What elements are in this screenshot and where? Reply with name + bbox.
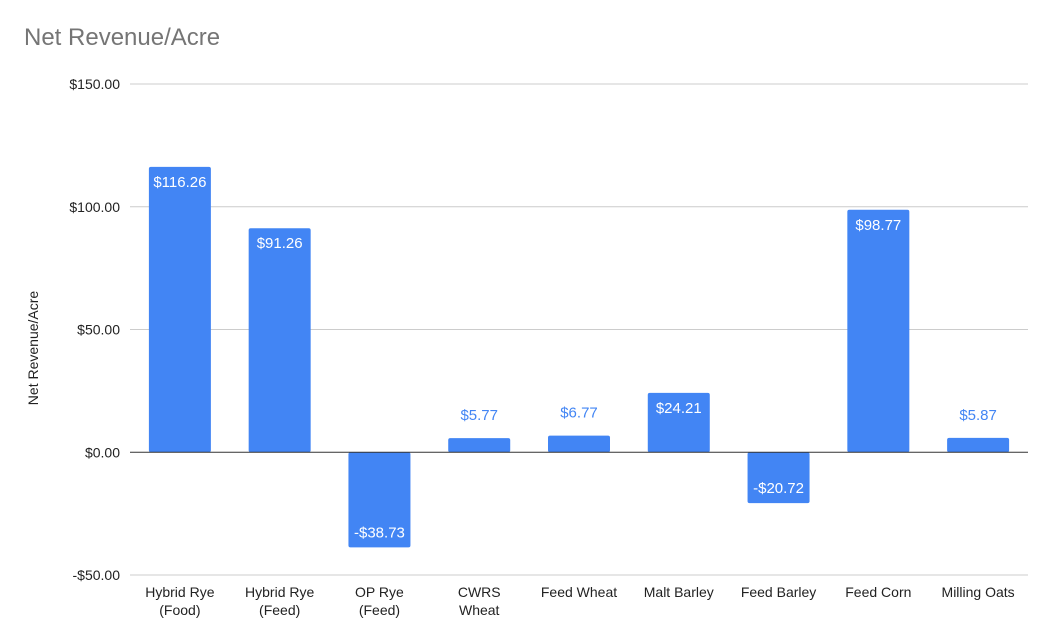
bar xyxy=(348,452,411,548)
x-tick-label: OP Rye (Feed) xyxy=(355,584,404,618)
x-axis-categories: Hybrid Rye (Food) Hybrid Rye (Feed) OP Rye (F… xyxy=(145,584,1014,618)
data-label: -$20.72 xyxy=(753,480,804,497)
bar xyxy=(947,437,1010,453)
y-tick-label: $100.00 xyxy=(69,199,120,215)
bar xyxy=(747,452,810,504)
data-labels: $116.26 $91.26 -$38.73 $5.77 $6.77 $24.21 -$20… xyxy=(153,174,997,542)
bar xyxy=(647,392,710,453)
data-label: -$38.73 xyxy=(354,524,405,541)
data-label: $91.26 xyxy=(257,235,303,252)
x-tick-label: Hybrid Rye (Feed) xyxy=(245,584,314,618)
bar xyxy=(548,435,610,453)
bar xyxy=(248,228,311,453)
data-label: $5.87 xyxy=(959,407,997,424)
x-tick-label: Milling Oats xyxy=(942,584,1015,600)
bar xyxy=(148,166,211,453)
x-tick-label: Feed Corn xyxy=(845,584,911,600)
y-tick-label: $150.00 xyxy=(69,76,120,92)
x-tick-label: CWRS Wheat xyxy=(458,584,501,618)
data-label: $98.77 xyxy=(855,217,901,234)
x-tick-label: Feed Barley xyxy=(741,584,816,600)
y-tick-label: -$50.00 xyxy=(73,567,121,583)
y-tick-label: $50.00 xyxy=(77,322,120,338)
bar xyxy=(847,209,910,453)
x-tick-label: Feed Wheat xyxy=(541,584,617,600)
bar xyxy=(448,438,511,453)
chart-title: Net Revenue/Acre xyxy=(24,24,221,51)
x-tick-label: Malt Barley xyxy=(644,584,714,600)
data-label: $6.77 xyxy=(560,405,598,422)
data-label: $116.26 xyxy=(153,174,206,191)
data-label: $5.77 xyxy=(460,407,498,424)
y-tick-label: $0.00 xyxy=(85,444,120,460)
y-axis-label: Net Revenue/Acre xyxy=(25,291,41,406)
data-label: $24.21 xyxy=(656,400,702,417)
bars xyxy=(148,166,1010,548)
x-tick-label: Hybrid Rye (Food) xyxy=(145,584,214,618)
y-axis-ticks: $150.00 $100.00 $50.00 $0.00 -$50.00 xyxy=(69,76,120,583)
